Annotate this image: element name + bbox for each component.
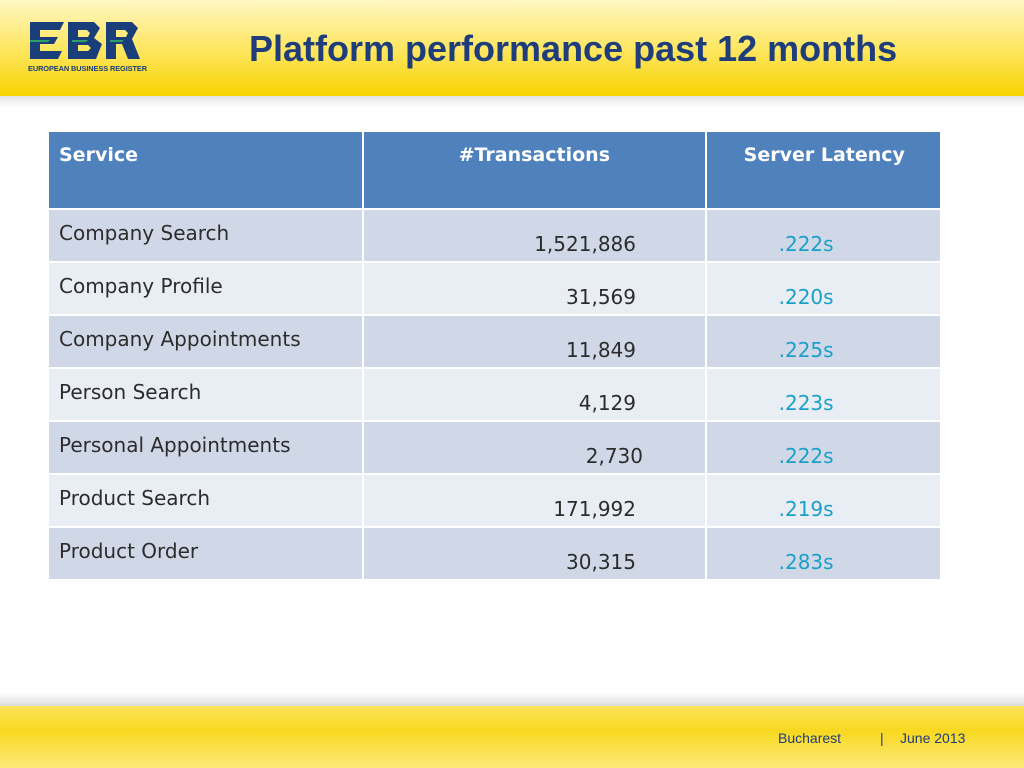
header-latency: Server Latency: [704, 130, 943, 210]
transactions-cell: 11,849: [362, 314, 707, 369]
footer-separator: |: [880, 730, 884, 746]
service-cell: Personal Appointments: [47, 420, 364, 475]
footer-date: June 2013: [900, 730, 966, 746]
service-cell: Company Profile: [47, 261, 364, 316]
footer-shadow: [0, 692, 1024, 706]
table-row: Company Profile 31,569 .220s: [47, 261, 943, 316]
latency-cell: .219s: [704, 473, 943, 528]
footer-location: Bucharest: [778, 730, 842, 746]
latency-cell: .283s: [704, 526, 943, 581]
transactions-cell: 31,569: [362, 261, 707, 316]
header-service: Service: [47, 130, 364, 210]
service-cell: Product Order: [47, 526, 364, 581]
table-row: Company Search 1,521,886 .222s: [47, 208, 943, 263]
performance-table: Service #Transactions Server Latency Com…: [47, 130, 943, 581]
logo-wordmark: EUROPEAN BUSINESS REGISTER: [28, 64, 147, 73]
ebr-logo-mark: [30, 22, 140, 59]
latency-cell: .222s: [704, 208, 943, 263]
transactions-cell: 2,730: [362, 420, 707, 475]
table-row: Person Search 4,129 .223s: [47, 367, 943, 422]
service-cell: Company Search: [47, 208, 364, 263]
table-row: Product Order 30,315 .283s: [47, 526, 943, 581]
transactions-cell: 4,129: [362, 367, 707, 422]
transactions-cell: 171,992: [362, 473, 707, 528]
header-shadow: [0, 96, 1024, 108]
table-header-row: Service #Transactions Server Latency: [47, 130, 943, 210]
footer-band: [0, 706, 1024, 768]
latency-cell: .223s: [704, 367, 943, 422]
table-row: Personal Appointments 2,730 .222s: [47, 420, 943, 475]
page-title: Platform performance past 12 months: [249, 28, 898, 69]
transactions-cell: 30,315: [362, 526, 707, 581]
latency-cell: .225s: [704, 314, 943, 369]
service-cell: Company Appointments: [47, 314, 364, 369]
latency-cell: .220s: [704, 261, 943, 316]
header-band: [0, 0, 1024, 96]
service-cell: Person Search: [47, 367, 364, 422]
transactions-cell: 1,521,886: [362, 208, 707, 263]
table-row: Product Search 171,992 .219s: [47, 473, 943, 528]
latency-cell: .222s: [704, 420, 943, 475]
table-row: Company Appointments 11,849 .225s: [47, 314, 943, 369]
ebr-logo: EUROPEAN BUSINESS REGISTER: [28, 20, 147, 76]
service-cell: Product Search: [47, 473, 364, 528]
header-transactions: #Transactions: [362, 130, 707, 210]
